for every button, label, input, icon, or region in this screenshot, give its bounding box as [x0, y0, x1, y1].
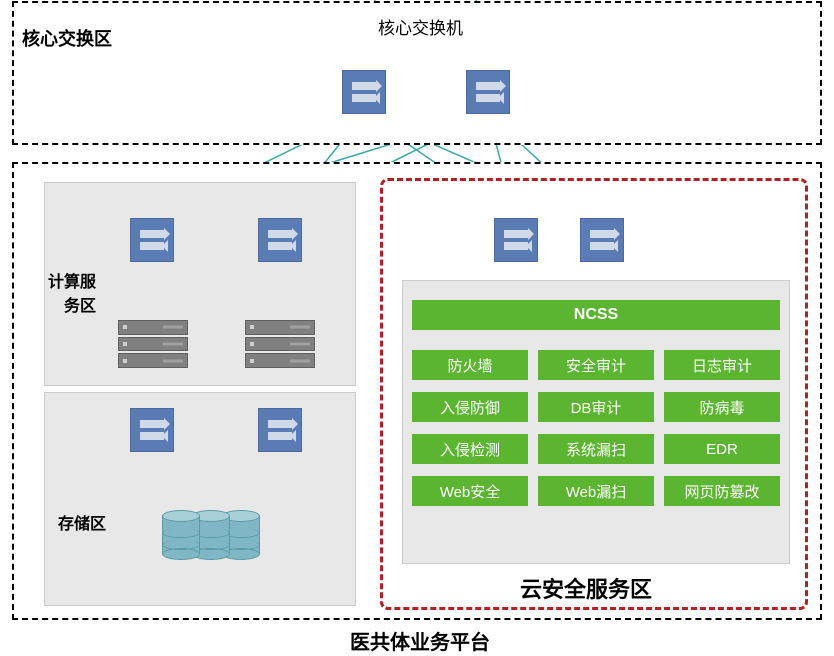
- storage-cylinders: [162, 510, 260, 560]
- service-box: 入侵检测: [412, 434, 528, 464]
- service-box: 防病毒: [664, 392, 780, 422]
- service-box: 安全审计: [538, 350, 654, 380]
- switch-icon: [466, 70, 510, 114]
- service-box: 日志审计: [664, 350, 780, 380]
- core-switch-zone-label: 核心交换区: [22, 25, 112, 51]
- service-box: Web漏扫: [538, 476, 654, 506]
- network-diagram: 核心交换区 核心交换机 医共体业务平台 计算服务区 存储区 云安全服务区 NCS…: [0, 0, 834, 656]
- switch-icon: [580, 218, 624, 262]
- switch-icon: [258, 408, 302, 452]
- switch-icon: [130, 218, 174, 262]
- service-box: 网页防篡改: [664, 476, 780, 506]
- switch-icon: [494, 218, 538, 262]
- compute-zone-label: 计算服务区: [48, 268, 96, 316]
- switch-icon: [258, 218, 302, 262]
- service-box: 入侵防御: [412, 392, 528, 422]
- service-box: 防火墙: [412, 350, 528, 380]
- service-box: 系统漏扫: [538, 434, 654, 464]
- platform-zone-label: 医共体业务平台: [350, 626, 490, 655]
- service-box: EDR: [664, 434, 780, 464]
- ncss-bar: NCSS: [412, 300, 780, 330]
- storage-zone-label: 存储区: [58, 510, 106, 534]
- service-box: DB审计: [538, 392, 654, 422]
- cloud-security-zone-title: 云安全服务区: [520, 572, 652, 604]
- switch-icon: [130, 408, 174, 452]
- server-icon: [118, 320, 188, 368]
- server-icon: [245, 320, 315, 368]
- service-box: Web安全: [412, 476, 528, 506]
- storage-cylinder-icon: [162, 510, 200, 560]
- storage-zone: [44, 392, 356, 606]
- switch-icon: [342, 70, 386, 114]
- core-switch-label: 核心交换机: [378, 14, 463, 39]
